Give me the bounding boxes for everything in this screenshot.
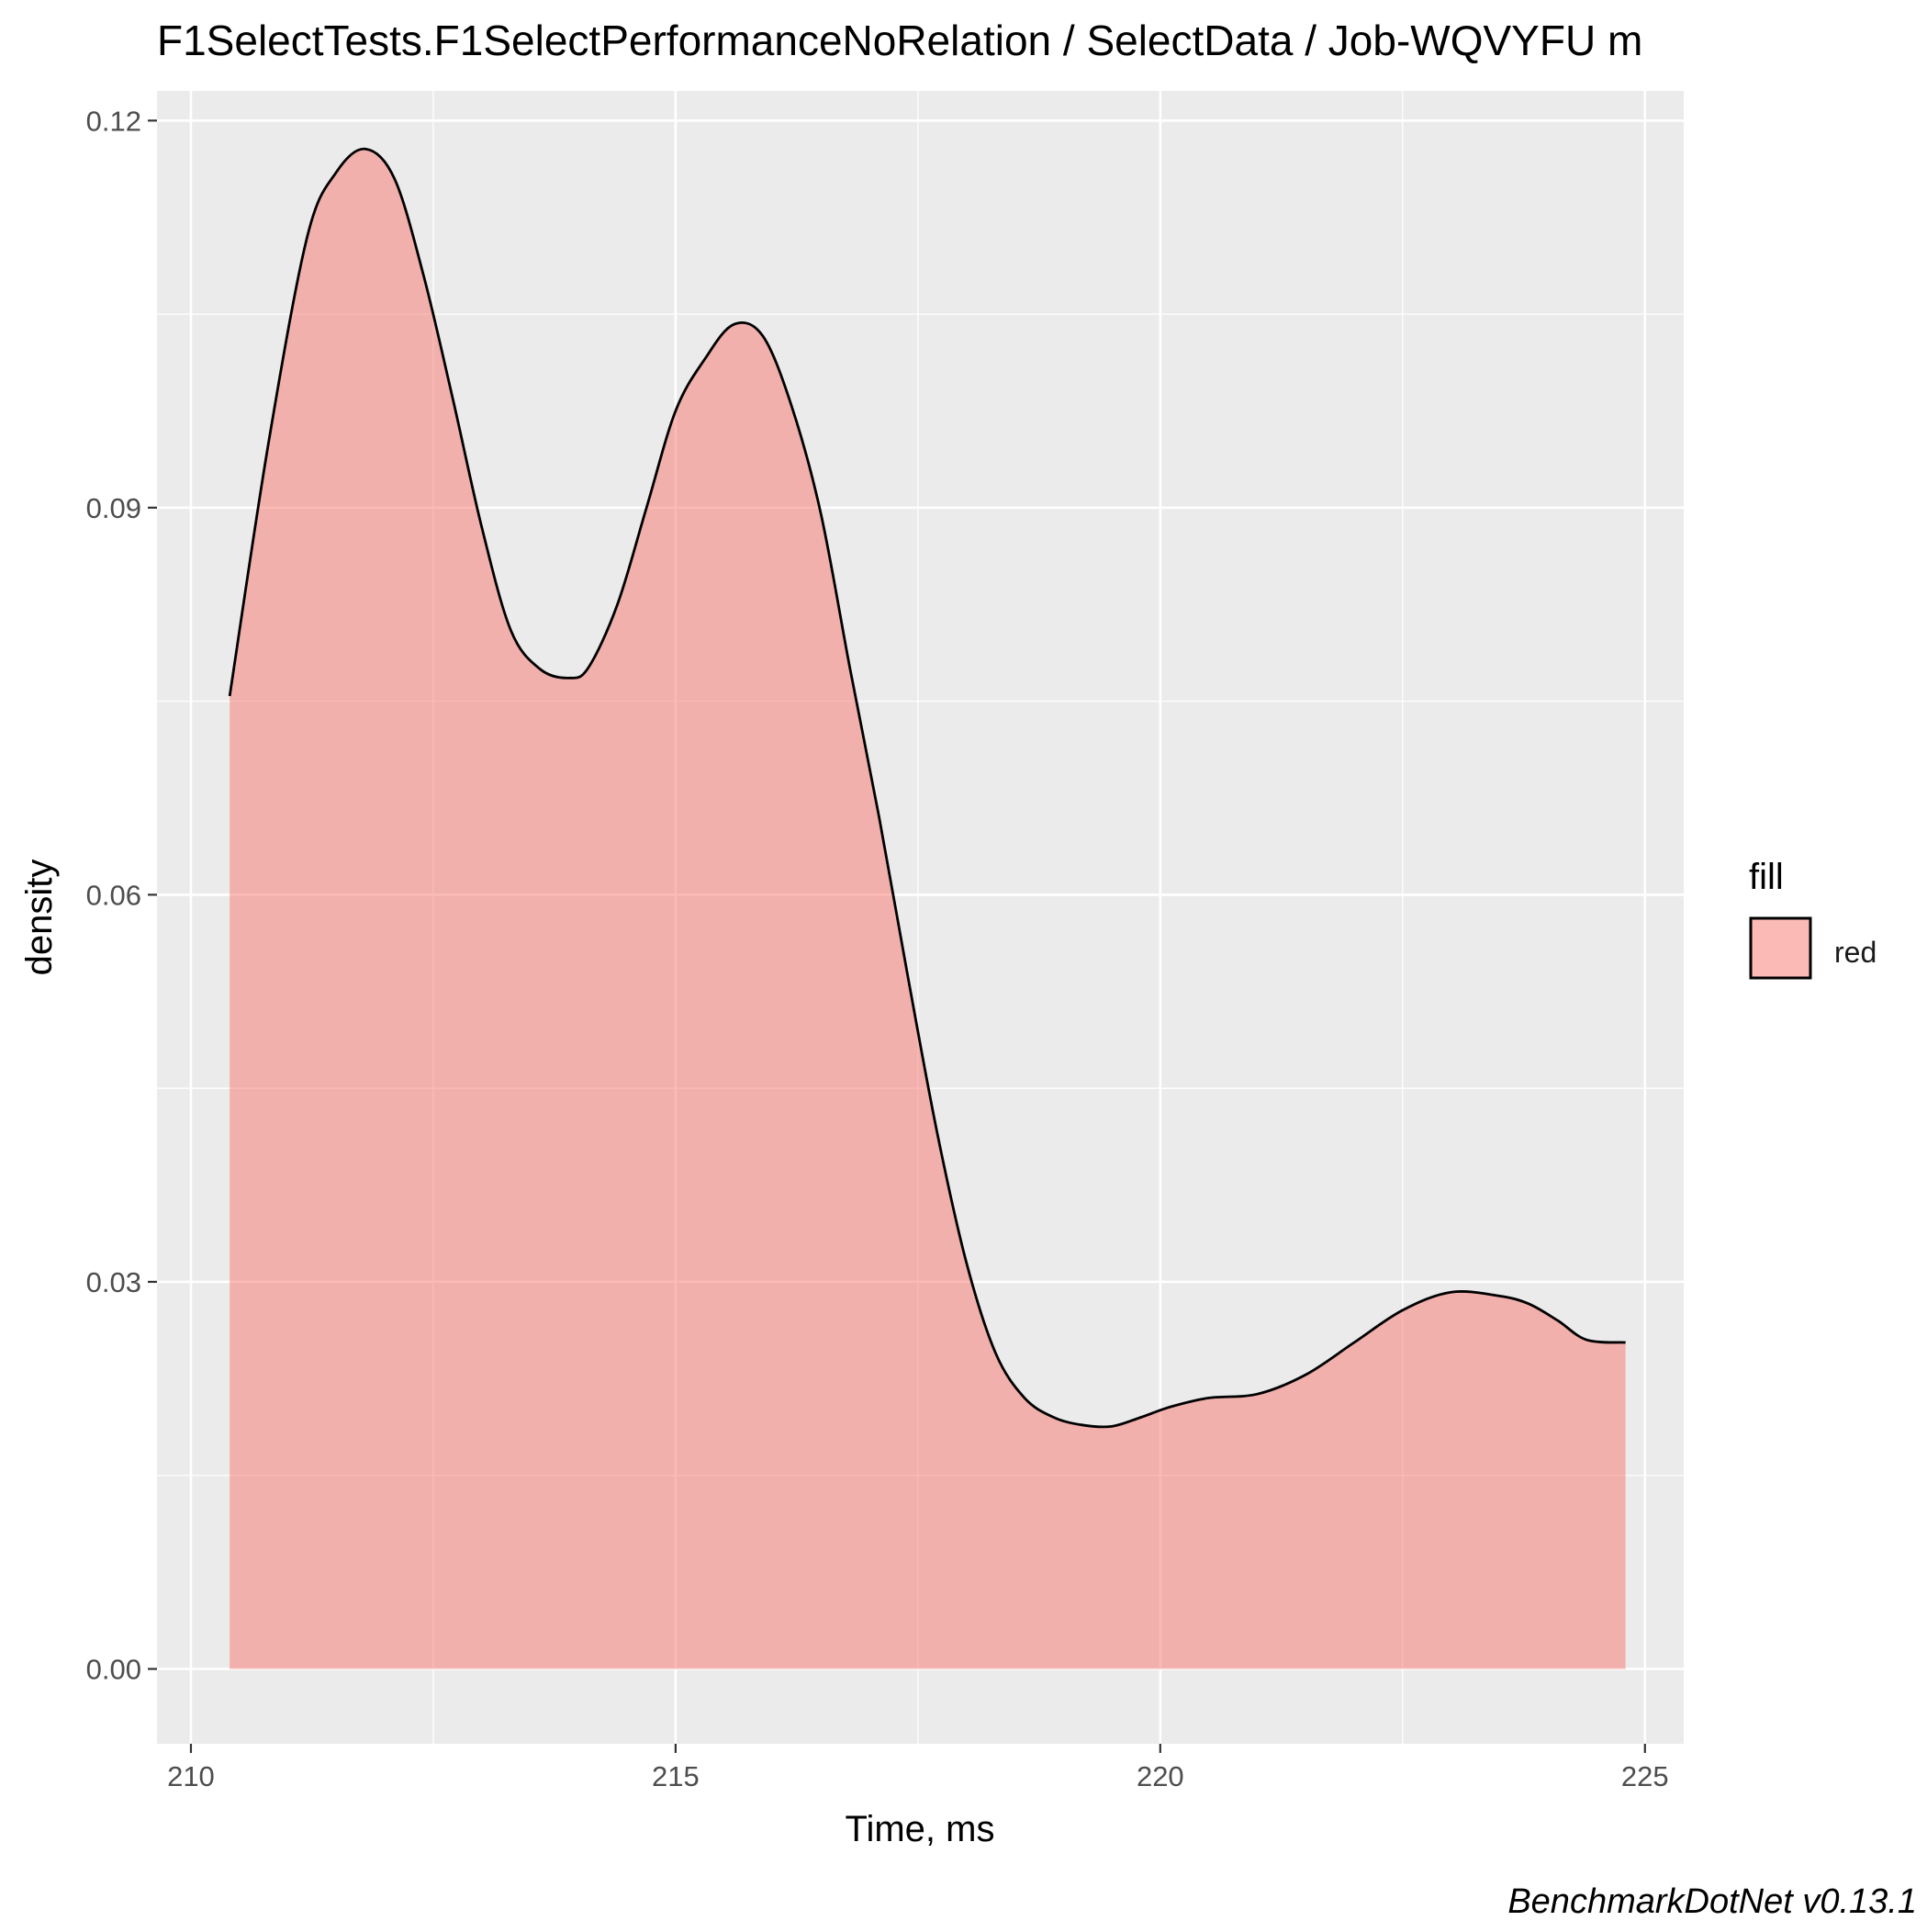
x-tick-label: 225 [1621, 1760, 1669, 1792]
y-tick-label: 0.09 [86, 492, 141, 524]
x-tick-label: 210 [167, 1760, 215, 1792]
legend: fill red [1749, 857, 1877, 980]
axis-layer: 210 215 220 225 0.00 0.03 0.06 0.09 0.12 [86, 105, 1669, 1792]
chart-title: F1SelectTests.F1SelectPerformanceNoRelat… [157, 17, 1642, 64]
density-curve-red [228, 147, 1626, 1429]
legend-key-red [1749, 916, 1812, 980]
x-tick-label: 215 [652, 1760, 700, 1792]
y-axis-label: density [19, 859, 60, 976]
y-tick-label: 0.00 [86, 1654, 141, 1686]
density-area-red [230, 149, 1626, 1669]
series-layer [228, 147, 1626, 1669]
caption: BenchmarkDotNet v0.13.1 [1507, 1882, 1917, 1921]
x-axis-label: Time, ms [846, 1809, 995, 1849]
legend-title: fill [1749, 857, 1784, 897]
y-tick-label: 0.12 [86, 105, 141, 137]
y-tick-label: 0.06 [86, 879, 141, 911]
legend-label-red: red [1834, 936, 1877, 969]
x-tick-label: 220 [1137, 1760, 1184, 1792]
y-tick-label: 0.03 [86, 1266, 141, 1298]
